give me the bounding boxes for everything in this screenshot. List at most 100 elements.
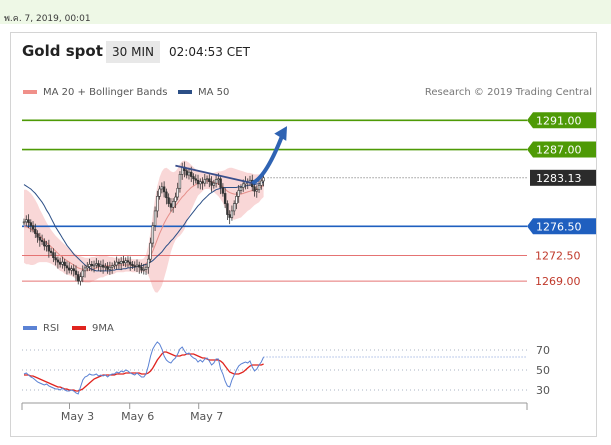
candle-body [31, 225, 35, 230]
candle-body [86, 266, 89, 269]
candle-body [237, 190, 240, 197]
credit-text: Research © 2019 Trading Central [425, 87, 592, 98]
level-tag-1291.00: 1291.00 [527, 112, 596, 129]
candle-body [104, 266, 107, 268]
level-label-1269.00: 1269.00 [535, 275, 581, 288]
candle-body [212, 182, 216, 186]
candle-body [25, 219, 28, 223]
candle-body [232, 203, 236, 212]
candle-body [253, 186, 256, 192]
candle-body [162, 186, 166, 193]
candle-body [174, 196, 177, 202]
candle-body [160, 186, 164, 190]
candle-body [92, 264, 96, 267]
candle-body [147, 258, 150, 268]
candle-body [79, 276, 82, 282]
candle-body [226, 203, 229, 215]
candle-body [194, 178, 197, 181]
candle-body [140, 266, 143, 271]
candle-body [151, 225, 155, 244]
candle-body [52, 252, 55, 259]
x-tick-label-0: May 3 [61, 410, 94, 423]
candle-body [153, 210, 157, 226]
level-label-1291.00: 1291.00 [536, 114, 582, 127]
candle-body [47, 244, 51, 252]
rsi-tick-70: 70 [536, 344, 550, 357]
chart-panel [10, 32, 597, 437]
candle-body [167, 197, 170, 204]
candle-body [135, 264, 139, 267]
candle-body [190, 171, 193, 177]
candle-body [262, 177, 265, 182]
current-price-tag [530, 169, 596, 186]
candle-body [205, 178, 209, 181]
candle-body [187, 171, 191, 176]
chart-time: 02:04:53 CET [169, 45, 250, 59]
candle-body [115, 261, 118, 266]
level-label-1272.50: 1272.50 [535, 250, 581, 263]
candle-body [165, 191, 168, 199]
candle-body [34, 228, 37, 234]
candle-body [192, 176, 195, 180]
candle-body [88, 263, 91, 267]
rsi-tick-30: 30 [536, 384, 550, 397]
level-tag-shape [527, 218, 596, 235]
candle-body [74, 270, 78, 275]
level-label-1287.00: 1287.00 [536, 144, 582, 157]
level-label-1276.50: 1276.50 [536, 220, 582, 233]
candle-body [95, 263, 98, 266]
candle-body [158, 188, 161, 197]
candle-body [77, 274, 80, 282]
candle-body [255, 189, 258, 192]
candle-body [214, 179, 218, 184]
level-tag-1287.00: 1287.00 [527, 141, 596, 158]
candle-body [22, 221, 26, 224]
candle-body [235, 196, 238, 204]
candle-body [97, 263, 100, 267]
candle-body [29, 222, 32, 226]
candle-body [110, 265, 114, 268]
candle-body [56, 259, 60, 263]
candle-body [40, 239, 44, 242]
candle-body [38, 236, 42, 241]
candle-body [176, 187, 179, 198]
legend-swatch-rsi [23, 326, 37, 330]
candle-body [99, 264, 103, 267]
candle-body [27, 219, 30, 223]
candle-body [196, 179, 200, 185]
x-tick-label-2: May 7 [190, 410, 223, 423]
legend-label-ma50: MA 50 [198, 87, 229, 98]
candle-body [49, 250, 53, 253]
legend-swatch-9ma [72, 326, 86, 330]
top-bar: พ.ค. 7, 2019, 00:01 [0, 0, 611, 24]
instrument-title: Gold spot [22, 42, 103, 60]
candle-body [43, 241, 46, 247]
current-price-label: 1283.13 [536, 172, 582, 185]
level-tag-shape [527, 112, 596, 129]
bollinger-band-area [24, 160, 264, 293]
timeframe-badge[interactable]: 30 MIN [106, 41, 160, 63]
candle-body [133, 265, 136, 268]
legend-label-bb: MA 20 + Bollinger Bands [43, 87, 167, 98]
candle-body [138, 264, 141, 268]
level-tag-shape [527, 141, 596, 158]
legend-swatch-bb [23, 90, 37, 94]
candle-body [122, 261, 125, 264]
candle-body [90, 263, 94, 267]
candle-body [171, 201, 175, 208]
candles [22, 161, 265, 286]
forecast-arrow-shaft [251, 130, 286, 185]
candle-body [260, 180, 263, 186]
date-stamp: พ.ค. 7, 2019, 00:01 [4, 14, 91, 24]
candle-body [242, 183, 245, 188]
candle-body [221, 187, 225, 194]
rsi-ma9-line [24, 351, 264, 392]
candle-body [101, 264, 105, 268]
legend-label-9ma: 9MA [92, 323, 114, 334]
candle-body [239, 187, 243, 191]
candle-body [119, 261, 123, 264]
candle-body [54, 257, 57, 261]
candle-body [185, 170, 188, 176]
candle-body [61, 261, 64, 265]
